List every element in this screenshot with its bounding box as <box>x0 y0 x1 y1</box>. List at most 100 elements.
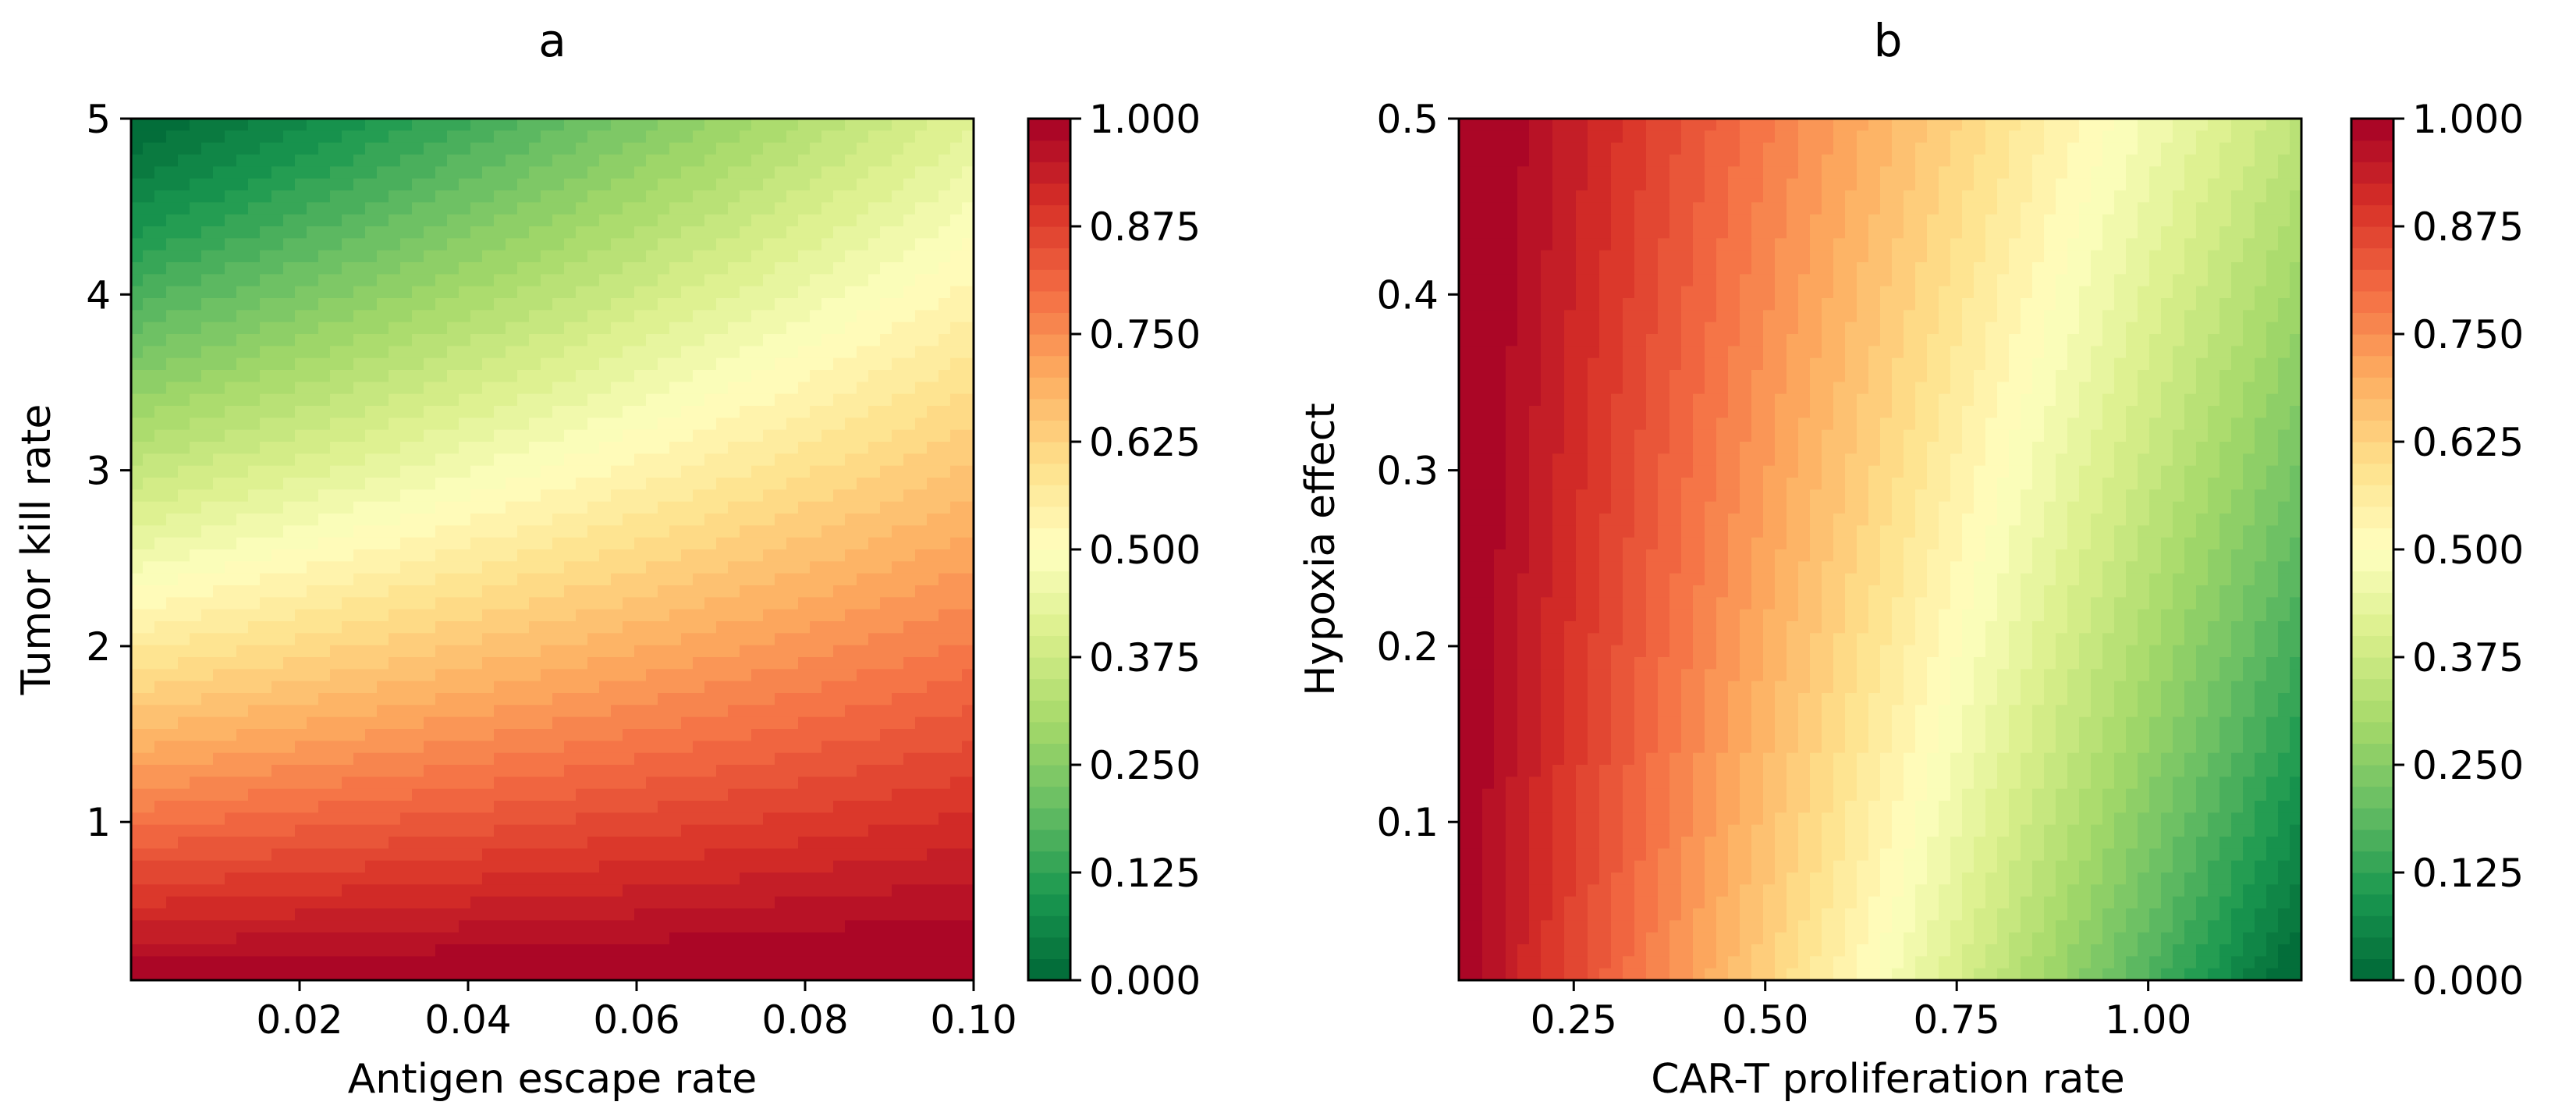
heatmap-cell <box>576 561 588 574</box>
heatmap-cell <box>810 873 822 885</box>
heatmap-cell <box>190 681 202 694</box>
heatmap-cell <box>377 597 389 610</box>
heatmap-cell <box>728 777 740 790</box>
heatmap-cell <box>529 514 541 526</box>
heatmap-cell <box>693 621 705 634</box>
heatmap-cell <box>365 537 378 550</box>
heatmap-cell <box>564 848 577 862</box>
heatmap-cell <box>424 920 436 933</box>
heatmap-cell <box>190 453 202 467</box>
heatmap-cell <box>143 166 155 179</box>
heatmap-cell <box>271 609 284 622</box>
heatmap-cell <box>587 226 600 239</box>
heatmap-cell <box>915 597 928 610</box>
heatmap-cell <box>587 130 600 144</box>
heatmap-cell <box>353 681 366 694</box>
heatmap-cell <box>845 370 857 382</box>
heatmap-cell <box>587 514 600 526</box>
heatmap-cell <box>377 669 389 682</box>
heatmap-cell <box>669 657 682 670</box>
heatmap-cell <box>178 729 190 741</box>
heatmap-cell <box>681 633 694 646</box>
heatmap-cell <box>857 274 869 287</box>
heatmap-cell <box>704 429 717 442</box>
heatmap-cell <box>342 896 354 909</box>
heatmap-cell <box>330 429 342 442</box>
heatmap-cell <box>201 310 214 323</box>
heatmap-cell <box>821 848 834 862</box>
heatmap-cell <box>201 119 214 131</box>
heatmap-cell <box>786 633 799 646</box>
heatmap-cell <box>506 824 518 837</box>
heatmap-cell <box>143 190 155 203</box>
heatmap-cell <box>190 597 202 610</box>
heatmap-cell <box>634 837 647 849</box>
heatmap-cell <box>763 884 775 897</box>
heatmap-cell <box>447 681 459 694</box>
heatmap-cell <box>307 681 319 694</box>
heatmap-cell <box>330 465 342 478</box>
heatmap-cell <box>821 382 834 395</box>
heatmap-cell <box>400 932 413 945</box>
heatmap-cell <box>623 777 635 790</box>
heatmap-cell <box>295 752 307 766</box>
heatmap-cell <box>178 418 190 431</box>
heatmap-cell <box>260 525 272 538</box>
heatmap-cell <box>728 597 740 610</box>
heatmap-cell <box>201 585 214 598</box>
heatmap-cell <box>704 812 717 826</box>
heatmap-cell <box>412 920 424 933</box>
heatmap-cell <box>353 765 366 777</box>
heatmap-cell <box>681 478 694 490</box>
heatmap-cell <box>646 214 658 227</box>
heatmap-cell <box>704 860 717 873</box>
heatmap-cell <box>318 298 331 311</box>
heatmap-cell <box>599 514 612 526</box>
heatmap-cell <box>295 908 307 921</box>
heatmap-cell <box>318 681 331 694</box>
heatmap-cell <box>623 765 635 777</box>
heatmap-cell <box>178 370 190 382</box>
heatmap-cell <box>658 621 670 634</box>
heatmap-cell <box>821 298 834 311</box>
heatmap-cell <box>927 250 939 263</box>
heatmap-cell <box>166 741 179 754</box>
heatmap-cell <box>365 801 378 813</box>
heatmap-cell <box>131 382 144 395</box>
heatmap-cell <box>470 920 483 933</box>
heatmap-cell <box>307 262 319 275</box>
heatmap-cell <box>412 837 424 849</box>
heatmap-cell <box>190 824 202 837</box>
heatmap-cell <box>365 178 378 191</box>
heatmap-cell <box>740 765 752 777</box>
heatmap-cell <box>166 812 179 826</box>
heatmap-cell <box>541 357 553 371</box>
heatmap-cell <box>295 382 307 395</box>
heatmap-cell <box>798 573 811 586</box>
heatmap-cell <box>775 274 787 287</box>
heatmap-cell <box>389 442 401 454</box>
heatmap-cell <box>599 585 612 598</box>
heatmap-cell <box>821 501 834 514</box>
heatmap-cell <box>611 801 623 813</box>
heatmap-cell <box>587 190 600 203</box>
heatmap-cell <box>611 716 623 730</box>
heatmap-cell <box>201 633 214 646</box>
heatmap-cell <box>868 812 881 826</box>
heatmap-cell <box>681 119 694 131</box>
heatmap-cell <box>318 848 331 862</box>
heatmap-cell <box>424 514 436 526</box>
heatmap-cell <box>260 298 272 311</box>
heatmap-cell <box>587 597 600 610</box>
heatmap-cell <box>143 226 155 239</box>
heatmap-cell <box>833 657 846 670</box>
heatmap-cell <box>143 597 155 610</box>
heatmap-cell <box>400 393 413 407</box>
heatmap-cell <box>587 693 600 705</box>
heatmap-cell <box>716 142 729 155</box>
heatmap-cell <box>915 896 928 909</box>
heatmap-cell <box>892 119 904 131</box>
heatmap-cell <box>927 478 939 490</box>
heatmap-cell <box>447 609 459 622</box>
heatmap-cell <box>213 250 225 263</box>
